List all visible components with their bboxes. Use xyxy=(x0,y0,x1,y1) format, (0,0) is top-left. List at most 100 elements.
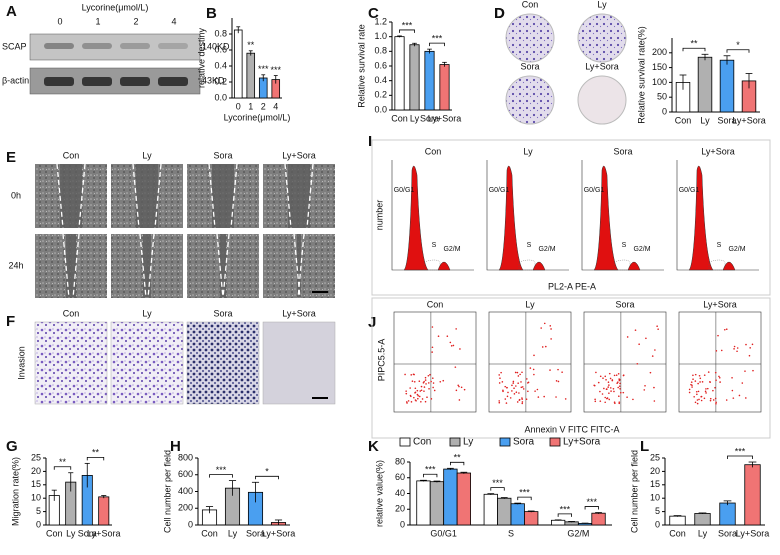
event-dot xyxy=(593,384,596,387)
legend-swatch xyxy=(499,437,511,447)
phase-label: G0/G1 xyxy=(584,187,605,194)
event-dot xyxy=(695,390,698,393)
event-dot xyxy=(707,371,710,373)
event-dot xyxy=(612,387,615,390)
event-dot xyxy=(424,379,427,381)
event-dot xyxy=(517,382,519,385)
bar xyxy=(510,503,525,526)
event-dot xyxy=(618,395,620,398)
event-dot xyxy=(719,381,721,383)
event-dot xyxy=(536,388,539,391)
panel-letter: L xyxy=(640,438,649,455)
invasion-image xyxy=(110,321,184,405)
event-dot xyxy=(653,386,655,389)
wound-gap xyxy=(297,234,301,298)
event-dot xyxy=(540,327,542,329)
invasion-image xyxy=(34,321,108,405)
event-dot xyxy=(725,399,728,401)
event-dot xyxy=(412,373,415,376)
event-dot xyxy=(617,386,619,389)
axes xyxy=(676,160,759,271)
event-dot xyxy=(605,379,607,381)
event-dot xyxy=(706,387,709,390)
x-tick-label: G0/G1 xyxy=(430,528,457,538)
event-dot xyxy=(715,403,717,405)
y-tick-label: 20 xyxy=(650,466,660,476)
row-label: Invasion xyxy=(16,346,26,380)
y-tick-label: 15 xyxy=(650,479,660,489)
x-tick-label: Ly xyxy=(700,115,710,125)
event-dot xyxy=(725,328,728,330)
event-dot xyxy=(410,374,413,376)
phase-label: G0/G1 xyxy=(394,187,415,194)
event-dot xyxy=(656,325,658,328)
row-label: β-actin xyxy=(2,75,29,85)
panel-letter: A xyxy=(6,3,17,20)
wound-gap xyxy=(288,164,310,228)
event-dot xyxy=(413,396,415,399)
y-tick-label: 0.4 xyxy=(214,60,227,70)
x-tick-label: Sora xyxy=(78,528,97,538)
phase-label: G2/M xyxy=(728,246,745,253)
x-tick-label: Sora xyxy=(717,115,736,125)
panel-frame xyxy=(371,297,771,439)
blot-band xyxy=(158,77,188,86)
x-tick-label: 4 xyxy=(273,101,278,111)
event-dot xyxy=(431,351,433,353)
x-tick-label: Con xyxy=(675,115,692,125)
event-dot xyxy=(692,378,694,381)
bar xyxy=(697,56,713,113)
event-dot xyxy=(450,345,453,347)
x-tick-label: Con xyxy=(201,528,218,538)
event-dot xyxy=(691,386,693,388)
bracket-label: *** xyxy=(735,446,746,456)
bar xyxy=(744,464,761,526)
column-label: Ly xyxy=(525,299,535,309)
event-dot xyxy=(517,375,520,377)
event-dot xyxy=(419,390,422,392)
bar xyxy=(416,480,431,526)
event-dot xyxy=(626,396,628,398)
event-dot xyxy=(693,395,695,398)
y-tick-label: 25 xyxy=(650,452,660,462)
bar xyxy=(456,472,471,526)
wound-edge xyxy=(222,233,230,299)
bar xyxy=(524,511,539,526)
panel-letter: I xyxy=(368,133,372,150)
x-tick-label: Ly+Sora xyxy=(262,528,295,538)
event-dot xyxy=(700,399,703,402)
g2-peak xyxy=(437,261,451,271)
event-dot xyxy=(512,382,515,384)
x-tick-label: 0 xyxy=(236,101,241,111)
bar xyxy=(424,50,435,111)
event-dot xyxy=(411,380,414,382)
event-dot xyxy=(454,366,457,368)
column-label: Ly+Sora xyxy=(282,150,315,160)
event-dot xyxy=(417,397,419,400)
event-dot xyxy=(455,328,457,330)
event-dot xyxy=(500,371,502,374)
blot-band xyxy=(44,77,74,86)
panel-letter: G xyxy=(6,438,18,455)
x-tick-label: Ly xyxy=(698,528,708,538)
event-dot xyxy=(509,397,512,399)
significance: ** xyxy=(247,40,255,50)
bracket xyxy=(209,474,233,478)
event-dot xyxy=(424,400,427,403)
bar xyxy=(246,52,256,99)
event-dot xyxy=(717,334,719,337)
wound-gap xyxy=(220,234,226,298)
s-phase xyxy=(708,259,726,271)
event-dot xyxy=(549,325,552,327)
legend-swatch xyxy=(399,437,411,447)
event-dot xyxy=(653,400,656,402)
event-dot xyxy=(697,390,700,393)
s-phase xyxy=(423,259,441,271)
event-dot xyxy=(498,401,501,404)
y-tick-label: 0 xyxy=(188,519,193,529)
wound-gap xyxy=(212,164,234,228)
event-dot xyxy=(544,345,547,348)
event-dot xyxy=(745,397,747,399)
event-dot xyxy=(698,398,700,401)
event-dot xyxy=(712,389,714,392)
